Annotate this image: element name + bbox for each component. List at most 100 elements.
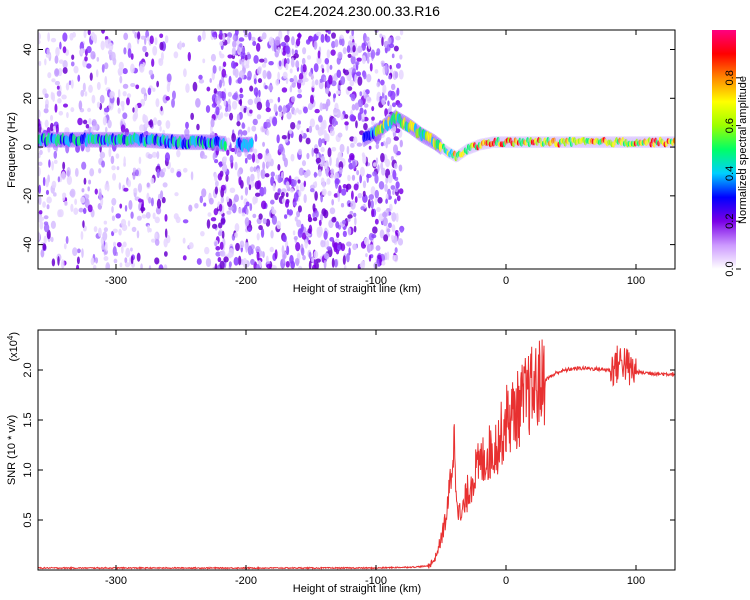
spectrogram-x-tick-label: -200 <box>235 275 257 287</box>
spectrogram-noise-blob <box>44 58 47 66</box>
spectrogram-noise-blob <box>257 152 263 160</box>
spectrogram-noise-blob <box>244 186 249 196</box>
spectrogram-noise-blob <box>221 163 228 173</box>
spectrogram-noise-blob <box>303 193 307 204</box>
spectrogram-noise-blob <box>268 60 274 66</box>
spectrogram-noise-blob <box>399 30 404 36</box>
spectrogram-noise-blob <box>208 197 214 205</box>
spectrogram-noise-blob <box>148 196 152 204</box>
spectrogram-frame <box>37 29 676 270</box>
spectrogram-noise-blob <box>223 256 229 263</box>
spectrogram-noise-blob <box>270 171 275 177</box>
spectrogram-noise-blob <box>393 45 399 52</box>
spectrogram-noise-blob <box>182 237 186 244</box>
spectrogram-noise-blob <box>390 185 396 190</box>
spectrogram-noise-blob <box>357 112 362 122</box>
spectrogram-noise-blob <box>46 204 50 210</box>
spectrogram-noise-blob <box>394 247 398 254</box>
spectrogram-noise-blob <box>266 263 272 269</box>
spectrogram-noise-blob <box>285 261 290 268</box>
spectrogram-noise-blob <box>365 253 368 258</box>
spectrogram-noise-blob <box>136 252 141 262</box>
spectrogram-noise-blob <box>275 174 279 180</box>
spectrogram-noise-blob <box>261 32 267 40</box>
spectrogram-noise-blob <box>303 106 308 114</box>
spectrogram-noise-blob <box>178 40 182 51</box>
spectrogram-noise-blob <box>49 122 54 132</box>
spectrogram-noise-blob <box>326 240 330 249</box>
spectrogram-noise-blob <box>85 123 90 129</box>
spectrogram-noise-blob <box>296 219 302 228</box>
spectrogram-noise-blob <box>294 216 298 222</box>
spectrogram-noise-blob <box>361 42 366 51</box>
spectrogram-noise-blob <box>313 172 318 177</box>
spectrogram-noise-blob <box>100 40 105 51</box>
spectrogram-noise-blob <box>361 152 365 158</box>
spectrogram-noise-blob <box>352 243 358 251</box>
spectrogram-noise-blob <box>45 178 49 188</box>
spectrogram-noise-blob <box>298 167 304 176</box>
spectrogram-noise-blob <box>346 145 350 155</box>
spectrogram-noise-blob <box>321 180 326 188</box>
spectrogram-noise-blob <box>323 259 327 269</box>
spectrogram-noise-blob <box>51 160 54 171</box>
spectrogram-noise-blob <box>301 232 307 240</box>
spectrogram-noise-blob <box>164 213 168 222</box>
spectrogram-noise-blob <box>159 33 164 39</box>
spectrogram-noise-blob <box>52 125 56 131</box>
spectrogram-noise-blob <box>95 257 99 264</box>
spectrogram-noise-blob <box>255 42 261 52</box>
spectrogram-noise-blob <box>104 75 108 86</box>
spectrogram-noise-blob <box>241 58 245 68</box>
spectrogram-noise-blob <box>216 100 221 106</box>
spectrogram-noise-blob <box>251 152 256 163</box>
spectrogram-noise-blob <box>293 74 298 85</box>
spectrogram-noise-blob <box>38 161 43 167</box>
spectrogram-noise-blob <box>254 192 261 197</box>
spectrogram-noise-blob <box>376 48 381 56</box>
spectrogram-noise-blob <box>326 98 331 107</box>
spectrogram-noise-blob <box>369 62 373 72</box>
spectrogram-noise-blob <box>361 55 366 65</box>
spectrogram-noise-blob <box>156 168 160 179</box>
spectrogram-noise-blob <box>256 101 263 111</box>
spectrogram-noise-blob <box>51 78 56 83</box>
spectrogram-noise-blob <box>206 86 211 92</box>
spectrogram-noise-blob <box>252 148 258 154</box>
spectrogram-noise-blob <box>270 230 274 239</box>
spectrogram-noise-blob <box>357 45 363 54</box>
spectrogram-noise-blob <box>145 211 151 219</box>
spectrogram-noise-blob <box>361 112 365 120</box>
spectrogram-noise-blob <box>226 210 232 215</box>
spectrogram-noise-blob <box>127 179 132 188</box>
spectrogram-noise-blob <box>354 196 358 203</box>
spectrogram-noise-blob <box>320 213 324 221</box>
spectrogram-noise-blob <box>386 251 390 261</box>
spectrogram-noise-blob <box>282 50 286 56</box>
spectrogram-noise-blob <box>103 256 109 261</box>
spectrogram-noise-blob <box>320 193 323 203</box>
spectrogram-noise-blob <box>219 30 223 36</box>
spectrogram-noise-blob <box>289 188 294 193</box>
spectrogram-noise-blob <box>212 152 216 161</box>
spectrogram-noise-blob <box>293 192 299 202</box>
spectrogram-noise-blob <box>42 201 46 208</box>
spectrogram-noise-blob <box>351 174 356 181</box>
spectrogram-noise-blob <box>302 64 307 73</box>
spectrogram-noise-blob <box>350 55 356 65</box>
spectrogram-noise-blob <box>70 107 75 113</box>
spectrogram-noise-blob <box>219 241 224 250</box>
spectrogram-noise-blob <box>156 198 162 209</box>
spectrogram-noise-blob <box>382 216 388 227</box>
spectrogram-noise-blob <box>304 239 308 249</box>
spectrogram-noise-blob <box>365 36 370 42</box>
spectrogram-noise-blob <box>347 227 352 236</box>
spectrogram-noise-blob <box>290 95 296 103</box>
spectrogram-noise-blob <box>362 190 366 197</box>
spectrogram-noise-blob <box>71 54 75 60</box>
spectrogram-noise-blob <box>363 237 370 246</box>
spectrogram-noise-blob <box>249 85 254 92</box>
spectrogram-noise-blob <box>230 60 236 69</box>
spectrogram-noise-blob <box>56 90 62 97</box>
spectrogram-noise-blob <box>207 212 212 217</box>
